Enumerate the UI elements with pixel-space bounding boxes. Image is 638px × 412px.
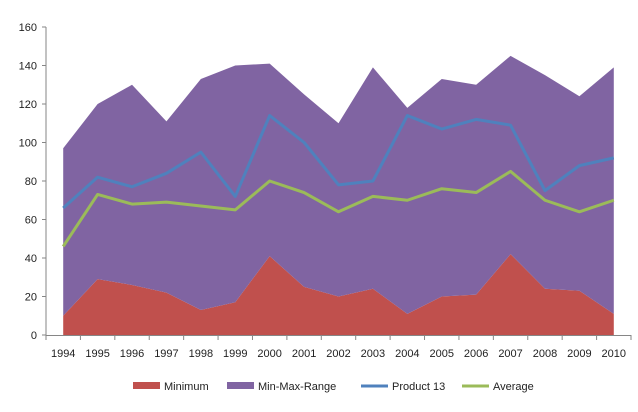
area-minimum [63,254,614,335]
legend: Minimum Min-Max-Range Product 13 Average [133,381,534,393]
legend-label: Average [493,381,534,393]
legend-label: Minimum [164,381,209,393]
y-tick-label: 160 [19,22,37,34]
x-tick-label: 1994 [51,348,75,360]
y-tick-label: 120 [19,99,37,111]
x-tick-label: 2003 [361,348,385,360]
y-tick-label: 60 [25,215,37,227]
y-tick-label: 0 [31,330,37,342]
x-tick-label: 2005 [429,348,453,360]
x-tick-label: 2002 [326,348,350,360]
legend-item: Average [462,381,534,393]
line-average [61,169,615,248]
x-tick-label: 1996 [120,348,144,360]
x-tick-label: 1998 [189,348,213,360]
legend-label: Product 13 [392,381,445,393]
legend-swatch [227,382,254,389]
lines [61,114,615,248]
x-tick-label: 1997 [154,348,178,360]
legend-swatch [133,382,160,389]
legend-item: Minimum [133,381,209,393]
x-tick-label: 2004 [395,348,419,360]
y-tick-label: 40 [25,253,37,265]
x-tick-label: 2006 [464,348,488,360]
x-tick-label: 1995 [85,348,109,360]
x-tick-label: 2001 [292,348,316,360]
line-product-13 [62,114,615,210]
y-tick-label: 140 [19,61,37,73]
x-tick-label: 1999 [223,348,247,360]
x-tick-label: 2008 [533,348,557,360]
areas [63,55,614,335]
x-tick-label: 2010 [602,348,626,360]
x-tick-label: 2000 [257,348,281,360]
legend-item: Min-Max-Range [227,381,336,393]
legend-label: Min-Max-Range [258,381,336,393]
y-tick-label: 100 [19,138,37,150]
x-tick-label: 2009 [567,348,591,360]
y-tick-label: 20 [25,292,37,304]
axes: 0 20 40 60 80 100 120 140 160 1994 1995 1996 1997 199… [19,22,632,360]
legend-item: Product 13 [361,381,445,393]
x-tick-label: 2007 [498,348,522,360]
y-tick-label: 80 [25,176,37,188]
